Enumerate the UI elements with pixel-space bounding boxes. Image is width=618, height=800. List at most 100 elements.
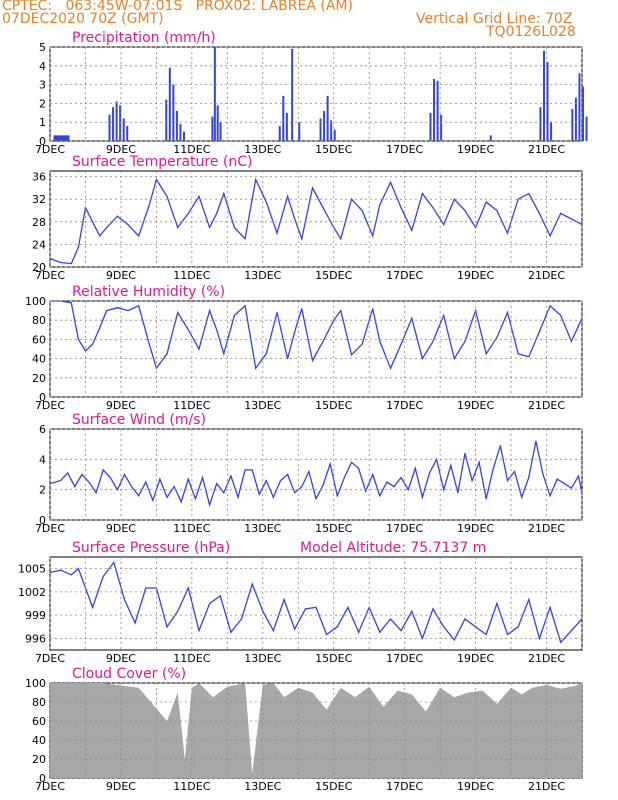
temp-point-43 [464, 209, 466, 212]
temp-point-33 [361, 209, 363, 212]
pressure-point-28 [336, 626, 338, 628]
wind-xtick-6: 19DEC [457, 522, 494, 535]
temp-xtick-3: 13DEC [244, 269, 281, 282]
wind-point-64 [506, 480, 509, 482]
cloud-ytick-3: 60 [32, 715, 46, 728]
wind-point-27 [244, 469, 246, 471]
precip-xtick-4: 15DEC [315, 143, 352, 156]
pressure-point-13 [177, 610, 179, 612]
rh-point-41 [443, 314, 445, 316]
temp-point-28 [311, 187, 314, 189]
temp-point-27 [301, 238, 303, 240]
pressure-point-12 [166, 626, 168, 628]
precip-ytick-0: 0 [39, 135, 46, 148]
temp-ytick-1: 24 [32, 238, 46, 251]
wind-point-6 [95, 492, 97, 494]
rh-ytick-4: 80 [32, 314, 46, 327]
rh-xtick-1: 9DEC [106, 399, 136, 412]
precip-ytick-5: 5 [39, 41, 46, 54]
rh-point-23 [265, 353, 267, 355]
temp-point-10 [138, 235, 140, 237]
precip-bar-30 [440, 114, 443, 141]
wind-point-57 [457, 492, 459, 494]
wind-point-40 [336, 495, 338, 497]
precip-bar-26 [333, 129, 336, 141]
wind-series-line [49, 440, 583, 508]
wind-point-31 [272, 496, 274, 498]
pressure-ytick-0: 996 [25, 632, 46, 645]
wind-ytick-0: 0 [39, 514, 46, 527]
wind-xtick-3: 13DEC [244, 522, 281, 535]
precip-xtick-0: 7DEC [35, 143, 65, 156]
temp-point-46 [496, 209, 498, 212]
rh-ytick-2: 40 [32, 353, 46, 366]
precip-bar-14 [213, 47, 216, 141]
precip-bar-1 [108, 114, 111, 141]
rh-point-24 [276, 311, 278, 314]
rh-point-35 [379, 340, 381, 342]
rh-point-5 [92, 343, 94, 345]
wind-point-19 [187, 478, 189, 480]
wind-point-25 [230, 475, 232, 477]
pressure-point-44 [506, 633, 509, 636]
cloud-xtick-6: 19DEC [457, 780, 494, 793]
precip-bar-32 [539, 107, 542, 141]
precip-ytick-3: 3 [39, 79, 46, 92]
wind-point-10 [123, 473, 126, 476]
temp-point-17 [209, 226, 211, 229]
precip-bar-15 [216, 105, 219, 141]
rh-point-17 [209, 310, 211, 312]
rh-point-8 [116, 307, 118, 309]
rh-point-9 [127, 310, 129, 312]
precip-bar-40 [585, 116, 588, 141]
temp-point-2 [70, 263, 72, 265]
pressure-point-26 [315, 606, 317, 609]
precip-bar-35 [550, 122, 553, 141]
rh-ytick-5: 100 [25, 295, 46, 308]
temp-point-19 [223, 193, 225, 195]
temp-point-52 [560, 212, 562, 214]
rh-point-19 [223, 353, 225, 355]
rh-point-49 [528, 356, 530, 358]
temp-point-47 [506, 232, 509, 234]
rh-xtick-6: 19DEC [457, 399, 494, 412]
rh-point-29 [322, 340, 324, 342]
temp-point-7 [106, 226, 108, 229]
temp-xtick-4: 15DEC [315, 269, 352, 282]
wind-point-15 [159, 478, 161, 480]
rh-point-33 [361, 343, 363, 345]
wind-point-51 [414, 467, 416, 469]
precip-frame [49, 46, 583, 142]
wind-xtick-5: 17DEC [386, 522, 423, 535]
rh-point-36 [389, 367, 392, 369]
precip-bar-10 [175, 110, 178, 141]
rh-point-52 [560, 314, 562, 316]
wind-point-47 [386, 481, 388, 483]
precip-title: Precipitation (mm/h) [72, 30, 216, 46]
pressure-xtick-4: 15DEC [315, 652, 352, 665]
wind-point-45 [372, 473, 374, 476]
temp-point-38 [411, 229, 413, 231]
temp-point-15 [187, 212, 189, 214]
pressure-point-39 [453, 639, 455, 641]
precip-bar-17 [278, 125, 281, 141]
pressure-point-24 [294, 628, 296, 630]
wind-point-66 [521, 496, 523, 498]
temp-point-49 [528, 193, 530, 195]
pressure-point-30 [358, 631, 360, 633]
pressure-point-19 [240, 618, 243, 620]
rh-point-38 [411, 317, 413, 319]
temp-point-25 [287, 195, 289, 197]
wind-point-70 [549, 495, 551, 497]
rh-point-6 [99, 327, 101, 329]
temp-point-41 [443, 224, 445, 226]
temp-point-26 [294, 218, 296, 220]
temp-ytick-3: 32 [32, 193, 46, 206]
precip-xtick-1: 9DEC [106, 143, 136, 156]
wind-point-5 [88, 481, 90, 483]
wind-point-30 [265, 480, 267, 482]
temp-point-34 [372, 235, 374, 237]
temp-ytick-0: 20 [32, 261, 46, 274]
wind-point-16 [166, 496, 168, 498]
